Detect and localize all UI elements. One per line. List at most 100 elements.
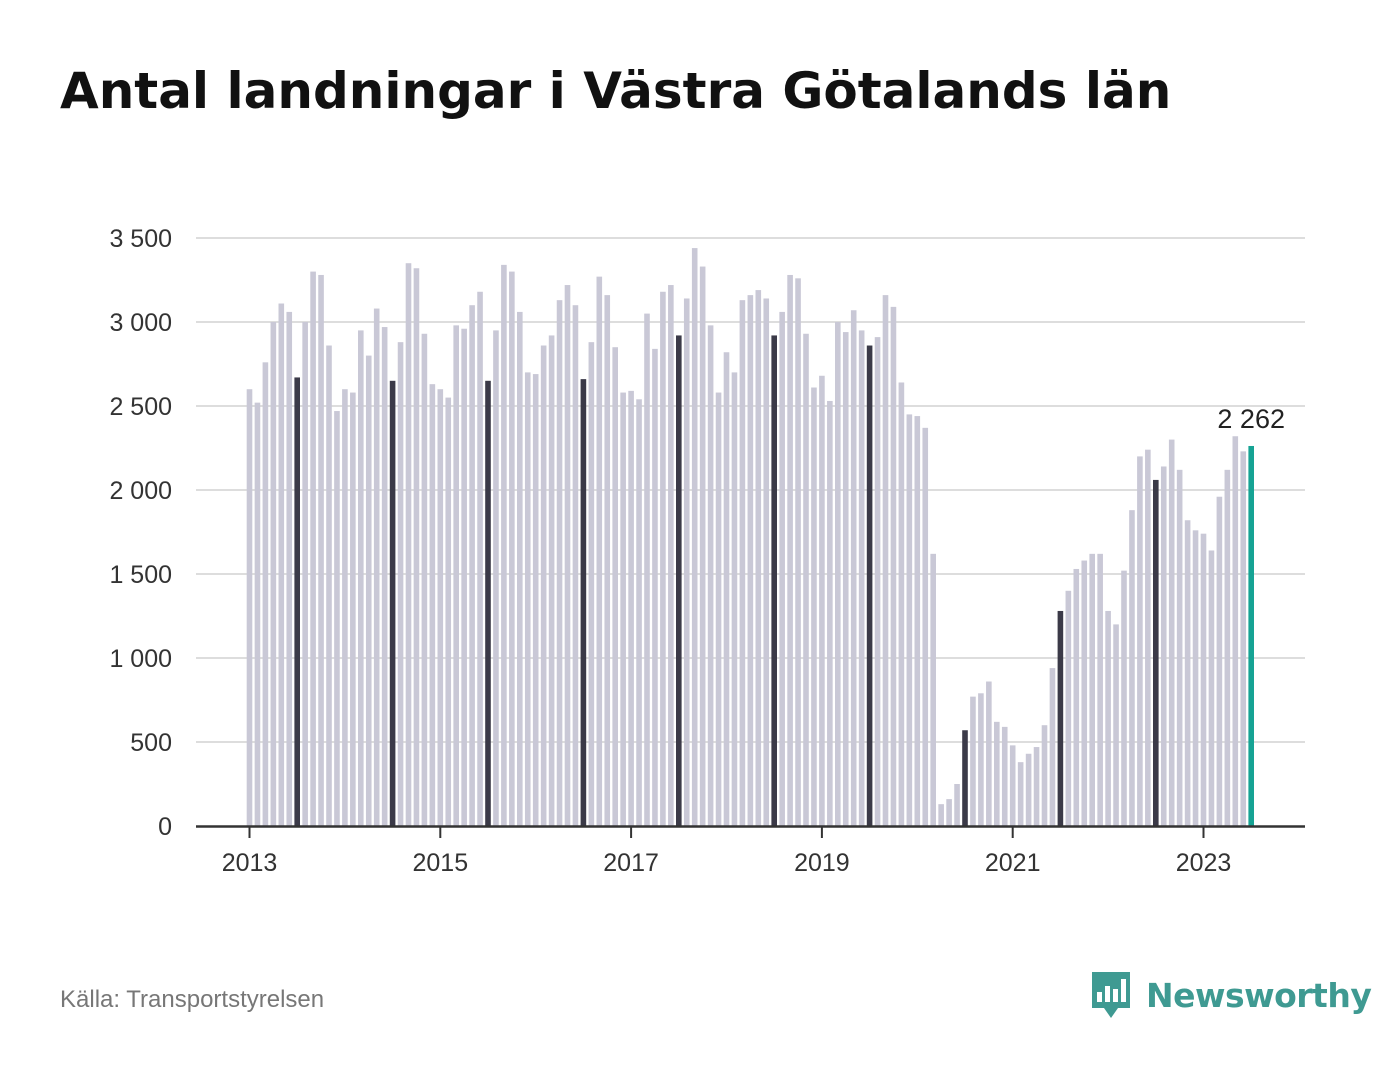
bar <box>1009 745 1016 826</box>
bar <box>1049 668 1056 826</box>
bar-july <box>866 345 873 826</box>
bar <box>874 337 881 826</box>
bar <box>310 271 316 827</box>
bar <box>898 382 905 826</box>
x-tick-label: 2015 <box>412 849 468 877</box>
bar <box>572 305 579 826</box>
bar <box>1184 520 1191 826</box>
bar <box>326 345 332 826</box>
bar <box>604 295 611 826</box>
bar-series <box>246 248 1254 827</box>
y-tick-label: 1 500 <box>109 561 172 589</box>
bar <box>890 306 897 826</box>
bar <box>246 389 253 826</box>
bar <box>938 804 944 826</box>
bar <box>858 330 865 826</box>
bar <box>524 372 531 826</box>
bar <box>842 332 849 826</box>
bar <box>723 352 730 826</box>
bar <box>946 799 952 826</box>
bar <box>509 271 515 827</box>
bar <box>1001 726 1008 826</box>
bar <box>986 681 992 826</box>
bar <box>270 322 277 826</box>
bar <box>691 248 698 826</box>
bar <box>1240 451 1247 826</box>
bar <box>922 427 929 826</box>
bar <box>827 400 833 826</box>
bar <box>437 389 444 826</box>
bar <box>453 325 459 826</box>
bar <box>596 276 603 826</box>
bar <box>548 335 555 826</box>
bar <box>1129 510 1135 826</box>
bar <box>421 333 428 826</box>
bar <box>517 311 523 826</box>
y-tick-label: 1 000 <box>109 645 172 673</box>
bar <box>1065 590 1072 826</box>
bar <box>501 264 507 826</box>
bar-july <box>1057 610 1064 826</box>
bar-july <box>962 730 968 826</box>
bar <box>628 390 634 826</box>
bar <box>286 311 293 826</box>
bar <box>1216 496 1223 826</box>
bar <box>381 327 388 826</box>
bar <box>779 311 785 826</box>
y-tick-label: 500 <box>130 729 172 757</box>
page-title: Antal landningar i Västra Götalands län <box>60 62 1172 120</box>
bar-july <box>294 377 300 826</box>
bar <box>302 322 308 826</box>
bar <box>1073 568 1080 826</box>
bar <box>1168 439 1175 826</box>
bar <box>1137 456 1143 826</box>
x-tick-label: 2013 <box>222 849 278 877</box>
bar <box>811 387 817 826</box>
brand-logo: Newsworthy <box>1090 970 1372 1020</box>
x-axis-ticks: 2013 2015 2017 2019 2021 2023 <box>222 826 1231 877</box>
bar <box>795 278 801 826</box>
bar <box>342 389 348 826</box>
bar <box>1113 624 1119 826</box>
bar <box>787 274 793 827</box>
bar <box>747 295 754 826</box>
bar <box>405 263 412 826</box>
bar <box>707 325 714 826</box>
bar <box>819 375 825 826</box>
bar <box>620 392 626 826</box>
bar <box>358 330 364 826</box>
bar <box>350 392 356 826</box>
source-note: Källa: Transportstyrelsen <box>60 986 325 1013</box>
bar <box>1192 530 1199 826</box>
bar <box>1081 560 1088 826</box>
bar <box>461 328 467 826</box>
bar <box>262 362 269 826</box>
bar <box>699 266 706 826</box>
bar <box>914 416 921 826</box>
bar <box>532 374 539 826</box>
bar-july <box>676 335 682 826</box>
bar <box>1089 553 1095 826</box>
bar <box>755 290 762 827</box>
bar <box>1160 466 1167 826</box>
bar <box>540 345 547 826</box>
bar <box>739 300 746 826</box>
bar <box>994 721 1000 826</box>
bar <box>970 696 976 826</box>
y-tick-label: 3 000 <box>109 309 172 337</box>
bar <box>1232 436 1239 826</box>
bar-july <box>580 379 587 826</box>
bar <box>763 298 770 827</box>
bar <box>588 342 595 826</box>
x-tick-label: 2021 <box>985 849 1041 877</box>
x-tick-label: 2017 <box>603 849 659 877</box>
bar <box>564 285 571 826</box>
bar <box>1121 570 1127 826</box>
x-tick-label: 2019 <box>794 849 850 877</box>
bar <box>882 295 889 826</box>
bar <box>477 291 483 826</box>
bar <box>1176 469 1183 826</box>
bar <box>1041 725 1048 826</box>
bar <box>612 347 618 826</box>
